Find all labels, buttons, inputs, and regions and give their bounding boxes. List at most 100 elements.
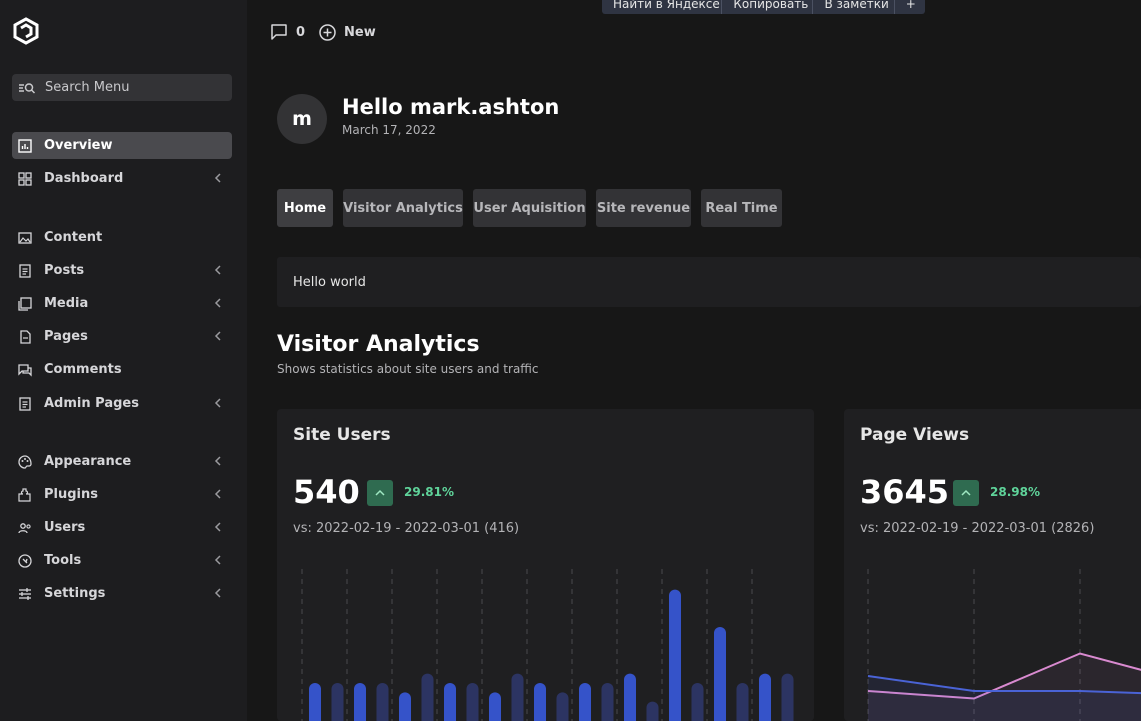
popup-search-yandex[interactable]: Найти в Яндексе (602, 0, 723, 14)
compare-text: vs: 2022-02-19 - 2022-03-01 (2826) (860, 521, 1095, 536)
greeting-date: March 17, 2022 (342, 123, 436, 137)
logo-icon[interactable] (12, 17, 40, 45)
bar[interactable] (646, 701, 659, 721)
card-value: 3645 (860, 473, 950, 511)
sidebar-item-posts[interactable]: Posts (12, 257, 232, 284)
chevron-up-icon (375, 489, 385, 496)
hello-panel: Hello world (277, 257, 1141, 307)
bar[interactable] (309, 683, 321, 721)
sidebar-item-overview[interactable]: Overview (12, 132, 232, 159)
users-icon (18, 522, 31, 533)
bar[interactable] (331, 683, 344, 721)
bar[interactable] (511, 673, 524, 721)
bar[interactable] (624, 673, 636, 721)
card-value: 540 (293, 473, 360, 511)
sidebar-item-settings[interactable]: Settings (12, 580, 232, 607)
tab-site-revenue[interactable]: Site revenue (596, 189, 691, 227)
compare-text: vs: 2022-02-19 - 2022-03-01 (416) (293, 521, 520, 536)
tab-visitor-analytics[interactable]: Visitor Analytics (343, 189, 463, 227)
chevron-left-icon[interactable] (212, 297, 224, 309)
series-line[interactable] (867, 675, 1141, 695)
popup-notes[interactable]: В заметки (813, 0, 895, 14)
sidebar-item-label: Overview (44, 138, 113, 153)
popup-copy[interactable]: Копировать (722, 0, 814, 14)
sidebar-item-dashboard[interactable]: Dashboard (12, 165, 232, 192)
trend-up-badge (953, 480, 979, 506)
chevron-left-icon[interactable] (212, 455, 224, 467)
page-views-line-chart (867, 569, 1141, 721)
bar[interactable] (534, 683, 546, 721)
bar[interactable] (354, 683, 366, 721)
section-subtitle: Shows statistics about site users and tr… (277, 362, 539, 376)
sidebar-item-label: Users (44, 520, 86, 535)
bar[interactable] (691, 683, 704, 721)
tools-icon (18, 553, 32, 568)
plugin-icon (18, 487, 31, 502)
bar[interactable] (466, 683, 479, 721)
palette-icon (18, 454, 32, 469)
tab-user-aquisition[interactable]: User Aquisition (473, 189, 586, 227)
page-views-card: Page Views 3645 28.98% vs: 2022-02-19 - … (844, 409, 1141, 721)
sidebar-item-comments[interactable]: Comments (12, 356, 232, 383)
chevron-left-icon[interactable] (212, 330, 224, 342)
chevron-left-icon[interactable] (212, 172, 224, 184)
bar[interactable] (376, 683, 389, 721)
bar[interactable] (669, 589, 681, 721)
sidebar-item-label: Content (44, 230, 103, 245)
bar[interactable] (489, 692, 501, 721)
sidebar-item-label: Media (44, 296, 89, 311)
sidebar-item-label: Admin Pages (44, 396, 139, 411)
search-icon (19, 82, 36, 94)
chevron-left-icon[interactable] (212, 264, 224, 276)
bar[interactable] (736, 683, 749, 721)
site-users-card: Site Users 540 29.81% vs: 2022-02-19 - 2… (277, 409, 814, 721)
bar[interactable] (399, 692, 411, 721)
chevron-left-icon[interactable] (212, 521, 224, 533)
document-icon (19, 396, 31, 411)
sidebar-item-appearance[interactable]: Appearance (12, 448, 232, 475)
sidebar-item-label: Posts (44, 263, 85, 278)
bar[interactable] (781, 673, 794, 721)
bar[interactable] (759, 673, 771, 721)
sidebar-item-media[interactable]: Media (12, 290, 232, 317)
greeting-title: Hello mark.ashton (342, 95, 560, 119)
tab-real-time[interactable]: Real Time (701, 189, 782, 227)
tab-home[interactable]: Home (277, 189, 333, 227)
card-title: Page Views (860, 425, 970, 445)
bar[interactable] (714, 627, 726, 721)
trend-up-badge (367, 480, 393, 506)
delta-percent: 29.81% (404, 485, 454, 499)
sliders-icon (19, 587, 31, 600)
new-button[interactable]: New (319, 22, 376, 42)
card-title: Site Users (293, 425, 391, 445)
sidebar-item-content[interactable]: Content (12, 224, 232, 251)
text-selection-popup: Найти в Яндексе Копировать В заметки + (602, 0, 925, 14)
search-menu-input[interactable]: Search Menu (12, 74, 232, 101)
series-area (868, 653, 1141, 721)
bar[interactable] (556, 692, 569, 721)
chevron-left-icon[interactable] (212, 554, 224, 566)
sidebar-item-label: Pages (44, 329, 88, 344)
sidebar-item-label: Dashboard (44, 171, 124, 186)
bar[interactable] (579, 683, 591, 721)
chevron-left-icon[interactable] (212, 488, 224, 500)
sidebar-item-tools[interactable]: Tools (12, 547, 232, 574)
avatar[interactable]: m (277, 94, 327, 144)
sidebar-item-admin-pages[interactable]: Admin Pages (12, 390, 232, 417)
bar[interactable] (444, 683, 456, 721)
comment-icon (18, 363, 32, 377)
sidebar-item-users[interactable]: Users (12, 514, 232, 541)
sidebar-item-label: Plugins (44, 487, 98, 502)
comments-counter[interactable]: 0 (270, 22, 305, 42)
bar[interactable] (601, 683, 614, 721)
chevron-left-icon[interactable] (212, 587, 224, 599)
popup-more[interactable]: + (905, 0, 916, 11)
sidebar: Search Menu Overview Dashboard Content Post… (0, 0, 247, 721)
panel-text: Hello world (293, 274, 366, 290)
series-line[interactable] (867, 652, 1141, 700)
chevron-left-icon[interactable] (212, 397, 224, 409)
sidebar-item-pages[interactable]: Pages (12, 323, 232, 350)
sidebar-item-label: Settings (44, 586, 106, 601)
bar[interactable] (421, 673, 434, 721)
sidebar-item-plugins[interactable]: Plugins (12, 481, 232, 508)
